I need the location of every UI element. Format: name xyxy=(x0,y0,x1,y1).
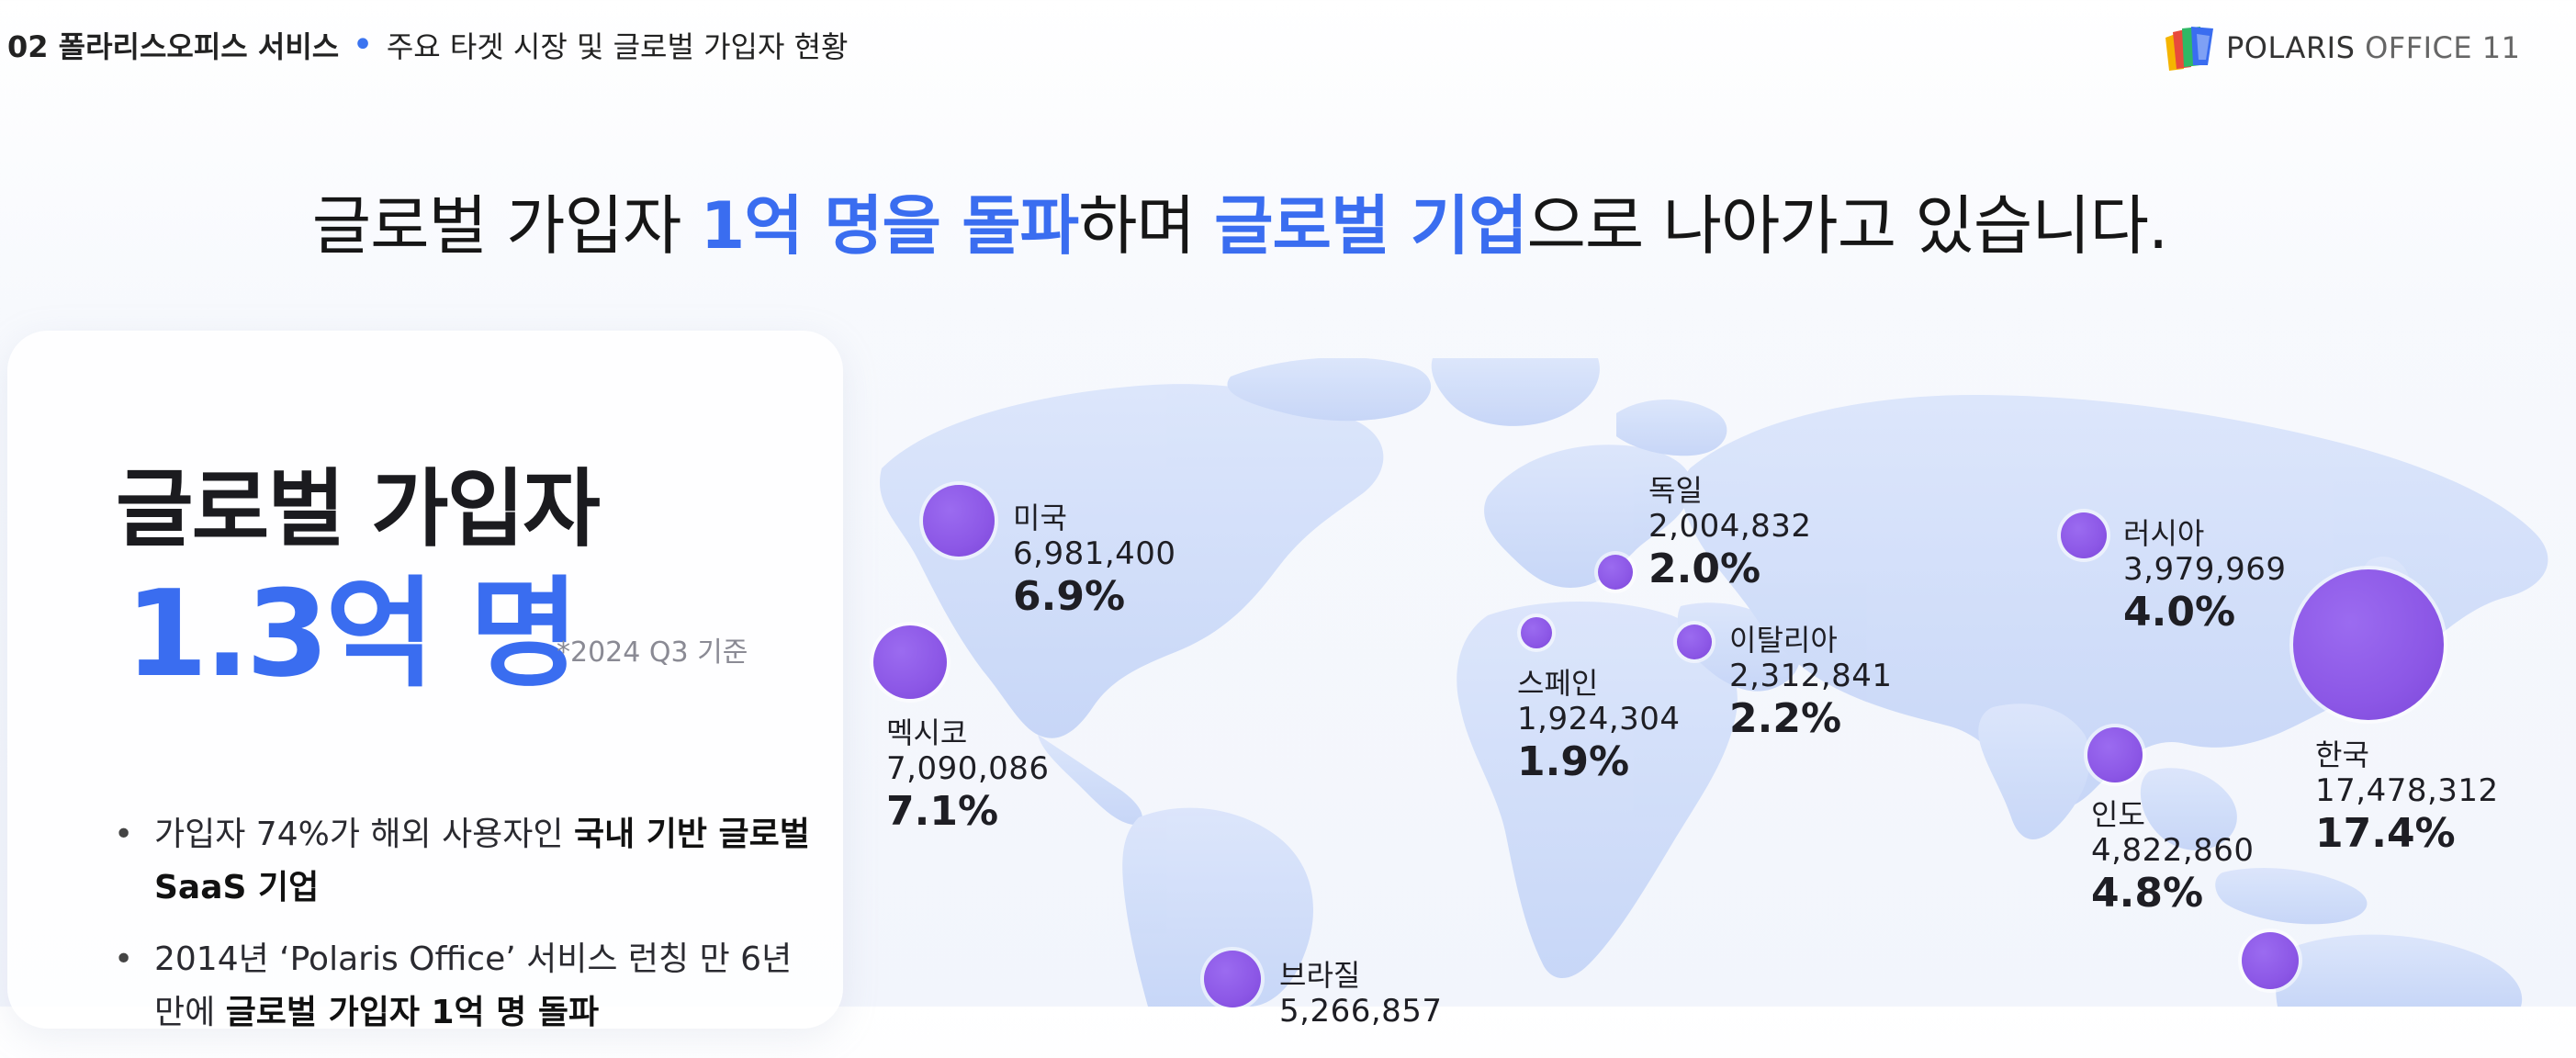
india-bubble xyxy=(2087,727,2143,782)
italy-label: 이탈리아 2,312,841 2.2% xyxy=(1729,623,1893,742)
mexico-bubble xyxy=(873,625,947,699)
section-subtitle: 주요 타겟 시장 및 글로벌 가입자 현황 xyxy=(386,29,849,64)
slide-header: 02 폴라리스오피스 서비스 • 주요 타겟 시장 및 글로벌 가입자 현황 xyxy=(7,22,848,68)
korea-bubble xyxy=(2293,569,2444,720)
global-subscribers-card: 글로벌 가입자 1.3억 명 *2024 Q3 기준 가입자 74%가 해외 사… xyxy=(7,331,843,1031)
russia-label: 러시아 3,979,969 4.0% xyxy=(2123,516,2287,636)
brand-name: POLARIS OFFICE 11 xyxy=(2226,30,2521,65)
header-separator: • xyxy=(352,24,374,66)
bullet-item: 가입자 74%가 해외 사용자인 국내 기반 글로벌 SaaS 기업 xyxy=(114,808,812,915)
germany-bubble xyxy=(1598,555,1633,590)
usa-label: 미국 6,981,400 6.9% xyxy=(1013,501,1176,620)
highlights-list: 가입자 74%가 해외 사용자인 국내 기반 글로벌 SaaS 기업 2014년… xyxy=(114,808,812,1058)
usa-bubble xyxy=(923,485,995,557)
basis-note: *2024 Q3 기준 xyxy=(557,636,748,669)
korea-label: 한국 17,478,312 17.4% xyxy=(2315,737,2499,857)
italy-bubble xyxy=(1677,625,1712,659)
india-label: 인도 4,822,860 4.8% xyxy=(2091,797,2255,917)
total-subscribers: 1.3억 명 xyxy=(125,564,579,703)
brazil-bubble xyxy=(1204,951,1261,1007)
brazil-label: 브라질 5,266,857 xyxy=(1279,958,1443,1030)
brand-logo: POLARIS OFFICE 11 xyxy=(2160,20,2520,75)
southeast-asia-bubble xyxy=(2242,932,2299,989)
germany-label: 독일 2,004,832 2.0% xyxy=(1648,473,1812,592)
russia-bubble xyxy=(2061,512,2107,558)
bullet-item: 2014년 ‘Polaris Office’ 서비스 런칭 만 6년 만에 글로… xyxy=(114,933,812,1040)
card-title: 글로벌 가입자 xyxy=(116,460,601,558)
polaris-logo-icon xyxy=(2165,27,2213,71)
section-title: 02 폴라리스오피스 서비스 xyxy=(7,29,340,64)
spain-bubble xyxy=(1521,617,1552,648)
headline-highlight-2: 글로벌 기업 xyxy=(1214,188,1527,264)
spain-label: 스페인 1,924,304 1.9% xyxy=(1517,666,1681,785)
headline-highlight-1: 1억 명을 돌파 xyxy=(700,188,1079,264)
mexico-label: 멕시코 7,090,086 7.1% xyxy=(886,715,1050,835)
main-headline: 글로벌 가입자 1억 명을 돌파하며 글로벌 기업으로 나아가고 있습니다. xyxy=(311,188,2169,264)
